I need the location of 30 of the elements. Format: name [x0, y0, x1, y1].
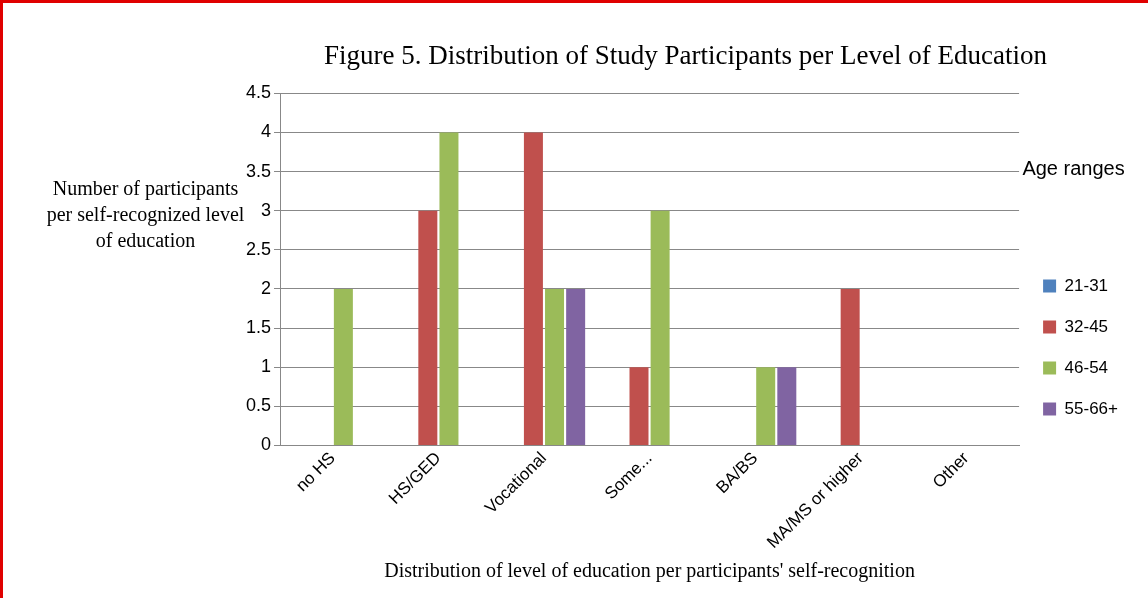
legend-label: 46-54: [1064, 357, 1109, 377]
y-tick-label: 3.5: [245, 160, 272, 181]
y-tick-label: 0: [261, 434, 272, 455]
legend-label: 55-66+: [1064, 398, 1119, 418]
bar: [840, 288, 860, 445]
bar: [650, 210, 670, 445]
bar: [523, 132, 543, 445]
y-tick-label: 1.5: [245, 317, 272, 338]
bar: [777, 367, 797, 445]
bar: [418, 210, 438, 445]
y-tick-label: 4: [261, 121, 272, 142]
y-tick-label: 0.5: [245, 395, 272, 416]
bar: [333, 288, 353, 445]
y-tick-label: 2.5: [245, 238, 272, 259]
bar: [439, 132, 459, 445]
legend-label: 21-31: [1064, 275, 1109, 295]
y-tick-label: 4.5: [245, 82, 272, 103]
x-axis-title: Distribution of level of education per participants' self-recognition: [384, 559, 915, 583]
legend-label: 32-45: [1064, 316, 1109, 336]
y-tick-label: 1: [261, 356, 272, 377]
legend-title: Age ranges: [1022, 157, 1125, 180]
x-tick-label: no HS: [292, 448, 339, 496]
y-tick-label: 2: [261, 277, 272, 298]
bar: [566, 288, 586, 445]
y-tick-label: 3: [261, 199, 272, 220]
bar: [629, 367, 649, 445]
bar: [545, 288, 565, 445]
bar: [756, 367, 776, 445]
y-axis-title: Number of participants per self-recognized level of education: [46, 177, 245, 251]
chart-title: Figure 5. Distribution of Study Participants per Level of Education: [324, 40, 1048, 71]
